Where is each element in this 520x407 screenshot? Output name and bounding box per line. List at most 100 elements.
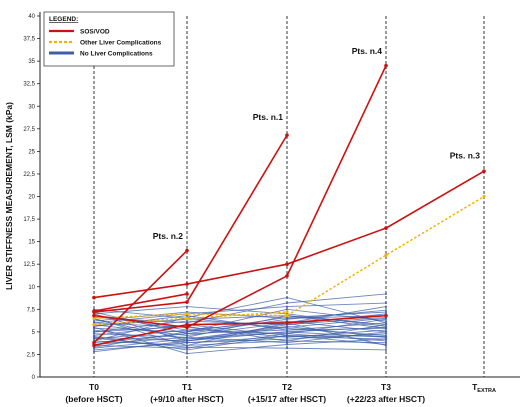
no-complication-series-line: [93, 326, 387, 354]
no-complication-point: [285, 332, 289, 335]
sos-vod-point: [482, 169, 486, 174]
other-complication-point: [384, 253, 388, 257]
sos-vod-series-layer: [92, 63, 486, 348]
legend-label: SOS/VOD: [80, 28, 110, 35]
no-complication-point: [185, 344, 189, 347]
no-complication-point: [285, 334, 289, 337]
other-complication-series-layer: [92, 194, 486, 327]
sos-vod-point: [384, 226, 388, 230]
no-complication-point: [285, 339, 289, 342]
no-complication-point: [384, 339, 388, 342]
no-complication-point: [92, 335, 96, 338]
sos-vod-series-line: [93, 293, 188, 312]
sos-vod-point: [92, 343, 96, 348]
no-complication-point: [285, 336, 289, 339]
no-complication-point: [185, 348, 189, 352]
no-complication-point: [185, 328, 189, 332]
no-complication-point: [384, 325, 388, 328]
no-complication-point: [92, 350, 96, 353]
legend-label: Other Liver Complications: [80, 39, 162, 46]
no-complication-point: [92, 319, 96, 323]
y-tick-label: 5: [32, 330, 36, 336]
no-complication-point: [285, 347, 289, 350]
other-complication-point: [185, 312, 189, 316]
no-complication-point: [285, 327, 289, 330]
no-complication-point: [384, 292, 388, 296]
sos-vod-point: [185, 282, 189, 286]
no-complication-point: [185, 352, 189, 355]
sos-vod-point: [185, 248, 189, 253]
no-complication-point: [285, 296, 289, 299]
no-complication-point: [384, 323, 388, 326]
no-complication-point: [285, 325, 289, 328]
no-complication-point: [384, 327, 388, 330]
sos-vod-point: [285, 133, 289, 137]
axis-layer: [37, 12, 520, 378]
sos-vod-point: [92, 340, 96, 345]
sos-vod-series-line: [93, 250, 188, 344]
no-complication-point: [185, 332, 189, 335]
no-complication-point: [384, 348, 388, 352]
no-complication-series-line: [93, 315, 387, 329]
sos-vod-point: [185, 325, 189, 330]
y-tick-label: 0: [32, 375, 36, 381]
other-complication-series-line: [93, 195, 485, 320]
patient-annotation: Pts. n.1: [253, 112, 284, 122]
no-complication-series-line: [93, 313, 387, 342]
x-category-sublabel: (+9/10 after HSCT): [150, 394, 224, 404]
other-complication-point: [92, 323, 96, 327]
patient-annotation: Pts. n.4: [352, 46, 383, 56]
x-category-subscript: EXTRA: [477, 388, 496, 394]
y-tick-label: 35: [28, 59, 35, 65]
y-tick-label: 17,5: [23, 217, 35, 223]
x-category-label: T1: [182, 382, 192, 392]
sos-vod-point: [285, 262, 289, 266]
no-complication-point: [92, 330, 96, 333]
y-axis-title: LIVER STIFFNESS MEASUREMENT, LSM (kPa): [4, 102, 14, 290]
no-complication-series-line: [93, 316, 387, 353]
no-complication-point: [384, 305, 388, 308]
legend: LEGEND: SOS/VOD Other Liver Complications…: [43, 11, 175, 67]
sos-vod-series-line: [93, 65, 387, 329]
sos-vod-point: [384, 313, 388, 318]
sos-vod-point: [384, 63, 388, 68]
no-complication-point: [384, 328, 388, 332]
no-complication-point: [185, 336, 189, 339]
no-complication-point: [185, 337, 189, 341]
no-complication-point: [285, 341, 289, 344]
x-category-label: T3: [381, 382, 391, 392]
sos-vod-point: [92, 313, 96, 318]
no-complication-point: [285, 343, 289, 346]
other-complication-point: [285, 314, 289, 318]
no-complication-point: [384, 332, 388, 335]
x-category-label: T2: [282, 382, 292, 392]
sos-vod-point: [285, 274, 289, 278]
no-complication-point: [285, 337, 289, 341]
legend-box: [43, 11, 175, 67]
no-complication-point: [92, 326, 96, 329]
no-complication-point: [185, 330, 189, 333]
x-category-sublabel: (+15/17 after HSCT): [248, 394, 326, 404]
no-complication-point: [384, 336, 388, 339]
sos-vod-point: [92, 309, 96, 313]
no-complication-point: [384, 318, 388, 321]
no-complication-series-line: [93, 293, 387, 324]
no-complication-point: [185, 305, 189, 308]
no-complication-point: [185, 346, 189, 349]
sos-vod-series-line: [93, 314, 387, 347]
no-complication-point: [384, 337, 388, 341]
sos-vod-series-line: [93, 134, 288, 313]
no-complication-point: [185, 341, 189, 344]
no-complication-point: [384, 309, 388, 312]
y-tick-label: 27,5: [23, 127, 35, 133]
other-complication-point: [92, 316, 96, 320]
y-tick-label: 10: [28, 285, 35, 291]
no-complication-point: [92, 337, 96, 340]
y-tick-label: 40: [28, 14, 35, 20]
no-complication-point: [285, 301, 289, 305]
no-complication-point: [285, 305, 289, 308]
no-complication-point: [92, 348, 96, 352]
sos-vod-point: [185, 292, 189, 296]
label-layer: 0 2,5 5 7,5 10 12,5 15 17,5 20 22,5 25 27,5 30 32,5 35…: [23, 14, 496, 404]
